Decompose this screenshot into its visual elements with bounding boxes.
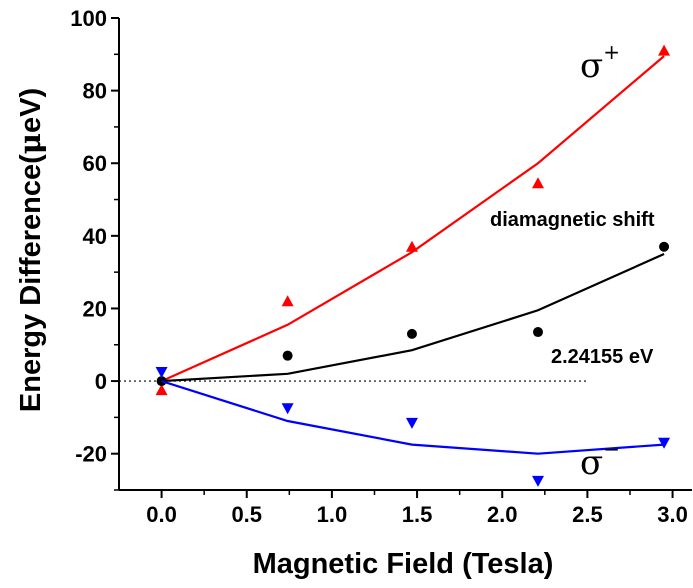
y-tick-label: 100 xyxy=(70,6,107,31)
sigma_plus-point xyxy=(281,295,294,307)
y-tick-label: 80 xyxy=(83,79,107,104)
y-tick-label: -20 xyxy=(75,442,107,467)
sigma_minus-point xyxy=(405,417,418,429)
sigma_minus-point xyxy=(155,367,168,378)
series-layer xyxy=(155,44,671,487)
diamagnetic-fit-line xyxy=(161,252,665,383)
x-tick-label: 2.0 xyxy=(487,502,518,527)
axes: 0.0 0.5 1.0 1.5 2.0 2.5 3.0 -20 0 20 40 60 80 100 xyxy=(70,6,692,527)
y-tick-label: 60 xyxy=(83,151,107,176)
diamagnetic-shift-label: diamagnetic shift xyxy=(490,209,655,231)
x-tick-label: 3.0 xyxy=(657,502,688,527)
sigma_minus-point xyxy=(532,475,545,487)
sigma_minus-fit-line xyxy=(161,380,665,455)
series-sigma_plus xyxy=(155,44,671,396)
x-tick-label: 1.0 xyxy=(317,502,348,527)
sigma_plus-point xyxy=(405,240,418,252)
x-tick-label: 0.5 xyxy=(231,502,262,527)
y-axis-title: Energy Difference(μeV) xyxy=(13,88,47,412)
sigma_plus-point xyxy=(532,177,545,189)
diamagnetic-point xyxy=(533,327,544,338)
series-diamagnetic xyxy=(156,241,670,387)
diamagnetic-point xyxy=(659,241,670,252)
x-tick-label: 1.5 xyxy=(402,502,433,527)
x-tick-label: 2.5 xyxy=(572,502,603,527)
reference-energy-label: 2.24155 eV xyxy=(551,346,654,368)
y-tick-label: 40 xyxy=(83,224,107,249)
x-axis-title: Magnetic Field (Tesla) xyxy=(253,548,554,580)
series-sigma_minus xyxy=(155,367,671,487)
y-tick-label: 0 xyxy=(95,369,107,394)
sigma_plus-point xyxy=(155,384,168,396)
sigma_plus-fit-line xyxy=(161,55,665,383)
sigma-minus-label: σ− xyxy=(580,437,620,483)
sigma-plus-label: σ+ xyxy=(580,40,620,86)
diamagnetic-point xyxy=(282,350,293,361)
sigma_plus-point xyxy=(658,44,671,56)
sigma_minus-point xyxy=(281,403,294,415)
y-tick-label: 20 xyxy=(83,296,107,321)
x-tick-label: 0.0 xyxy=(146,502,177,527)
diamagnetic-point xyxy=(406,328,417,339)
sigma_minus-point xyxy=(658,437,671,449)
